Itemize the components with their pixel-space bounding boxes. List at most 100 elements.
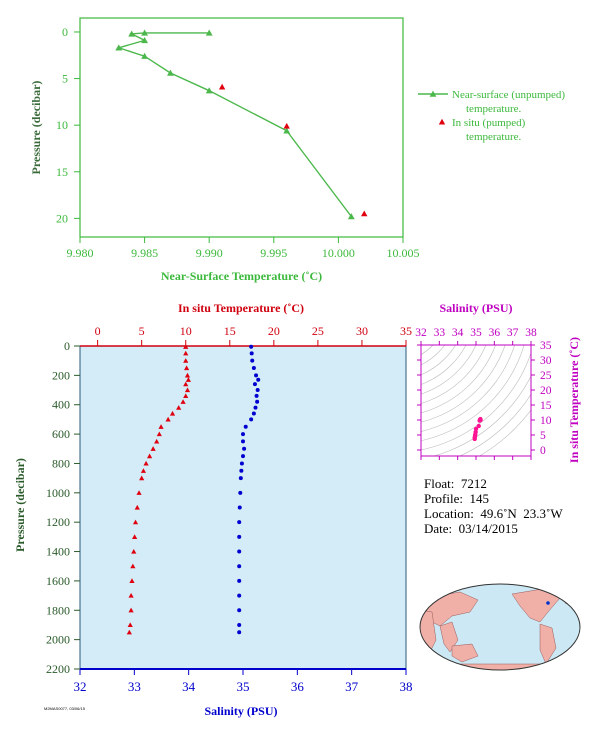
pumped-point (218, 83, 226, 90)
footnote: M2MAS0077, 03/06/15 (44, 706, 85, 711)
temperature-point (126, 629, 132, 635)
pressure-tick-label: 0 (64, 339, 70, 353)
x-tick-label: 10.000 (322, 246, 355, 260)
ts-x-axis-label: Salinity (PSU) (439, 301, 512, 315)
salinity-point (238, 476, 243, 481)
ts-point (472, 436, 477, 442)
salinity-point (255, 388, 260, 393)
land-australia (451, 643, 479, 663)
salinity-point (241, 439, 245, 444)
temperature-point (165, 416, 171, 422)
temperature-point (183, 358, 189, 363)
ts-x-tick-label: 35 (470, 327, 482, 339)
salinity-point (241, 432, 245, 437)
pressure-tick-label: 200 (52, 368, 70, 382)
pressure-tick-label: 400 (52, 398, 70, 412)
temperature-point (184, 365, 190, 371)
temperature-axis-label: In situ Temperature (˚C) (178, 301, 304, 315)
temperature-tick-label: 5 (139, 324, 145, 338)
pressure-tick-label: 600 (52, 427, 70, 441)
pumped-point (361, 210, 368, 217)
temperature-point (136, 490, 142, 495)
salinity-point (237, 578, 242, 583)
temperature-point (139, 475, 145, 481)
ts-point (478, 417, 483, 423)
temperature-point (128, 592, 134, 598)
salinity-tick-label: 35 (237, 679, 250, 694)
temperature-point (184, 372, 191, 378)
salinity-tick-label: 33 (128, 679, 141, 694)
salinity-point (241, 454, 245, 459)
salinity-point (237, 505, 242, 510)
salinity-point (249, 417, 254, 422)
salinity-point (250, 358, 255, 363)
temperature-point (154, 438, 160, 444)
y-tick-label: 10 (56, 118, 68, 132)
pressure-tick-label: 800 (52, 456, 70, 470)
y-tick-label: 5 (62, 72, 68, 86)
profile-number: Profile: 145 (424, 491, 489, 506)
temperature-salinity-profile-chart: 32 33 34 35 36 37 38 0 5 10 15 20 25 30 35 0 200 400 600 80… (13, 301, 413, 718)
salinity-point (237, 608, 242, 613)
temperature-point (176, 405, 182, 410)
ts-x-tick-label: 32 (415, 327, 427, 339)
temperature-point (127, 622, 133, 628)
ts-y-tick-label: 30 (540, 355, 552, 367)
salinity-point (249, 351, 254, 356)
legend-line-2: temperature. (466, 103, 522, 115)
unpumped-point (167, 69, 174, 76)
unpumped-line (116, 32, 352, 217)
temperature-tick-label: 10 (180, 324, 192, 338)
temperature-point (184, 387, 191, 393)
ts-x-tick-label: 36 (489, 327, 501, 339)
salinity-tick-label: 32 (74, 679, 87, 694)
salinity-point (253, 405, 258, 410)
unpumped-point (141, 52, 148, 59)
map-outline (419, 583, 581, 671)
temperature-point (183, 393, 189, 398)
unpumped-point (347, 213, 355, 220)
temperature-point (134, 504, 140, 510)
temperature-point (131, 548, 137, 554)
temperature-point (180, 399, 186, 404)
ts-y-tick-label: 20 (540, 385, 552, 397)
ts-x-tick-label: 33 (434, 327, 446, 339)
ts-x-tick-label: 38 (525, 327, 537, 339)
salinity-point (237, 549, 242, 554)
temperature-tick-label: 20 (268, 324, 280, 338)
legend-pumped-label: In situ (pumped) temperature. (452, 117, 526, 143)
ts-point (476, 423, 481, 429)
density-contour (342, 256, 440, 354)
temperature-point (169, 410, 176, 416)
ts-x-tick-label: 34 (452, 327, 464, 339)
salinity-tick-label: 37 (345, 679, 359, 694)
salinity-point (251, 411, 256, 416)
ts-y-tick-label: 15 (540, 400, 552, 412)
unpumped-point (115, 44, 123, 51)
plot-frame (79, 17, 404, 238)
pumped-point (283, 122, 290, 129)
temperature-point (183, 350, 189, 356)
ts-y-tick-label: 0 (540, 445, 546, 457)
y-tick-label: 0 (62, 25, 68, 39)
temperature-tick-label: 15 (224, 324, 236, 338)
temperature-tick-label: 30 (356, 324, 368, 338)
pressure-tick-label: 1600 (46, 574, 70, 588)
temperature-point (185, 377, 191, 382)
salinity-point (256, 377, 261, 382)
legend-line-1: In situ (pumped) (452, 117, 526, 129)
salinity-point (252, 382, 257, 387)
ts-x-tick-label: 37 (507, 327, 519, 339)
salinity-point (238, 490, 243, 495)
salinity-tick-label: 36 (291, 679, 305, 694)
temperature-point (140, 468, 147, 473)
temperature-point (132, 534, 138, 539)
pressure-tick-label: 1800 (46, 603, 70, 617)
salinity-point (254, 393, 259, 398)
legend-line-2: temperature. (466, 131, 522, 143)
temperature-point (143, 460, 149, 466)
temperature-tick-label: 25 (312, 324, 324, 338)
salinity-axis-label: Salinity (PSU) (204, 704, 277, 718)
y-tick-label: 20 (56, 211, 68, 225)
